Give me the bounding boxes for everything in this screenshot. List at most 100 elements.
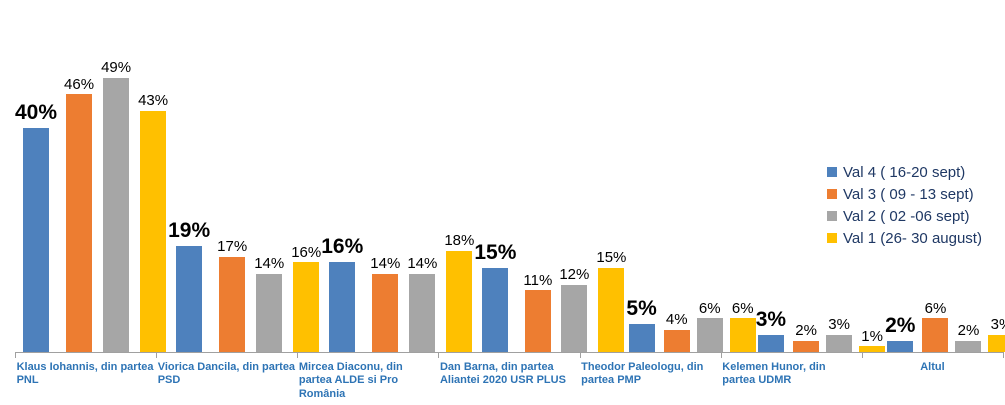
value-label: 12% <box>559 266 590 284</box>
x-axis-tick <box>156 352 158 358</box>
bar-column: 1% <box>859 328 886 352</box>
bar <box>524 290 551 352</box>
legend-label: Val 1 (26- 30 august) <box>843 229 982 247</box>
category-cell: Klaus Iohannis, din partea PNL <box>15 361 156 401</box>
bar-column: 17% <box>217 239 247 352</box>
value-label: 3% <box>755 308 787 332</box>
bar-column: 16% <box>321 236 363 352</box>
bar-column: 2% <box>955 322 982 352</box>
value-label: 17% <box>217 238 248 256</box>
x-axis-line <box>15 352 1004 353</box>
category-cell: Mircea Diaconu, din partea ALDE si Pro R… <box>297 361 438 401</box>
legend-swatch-icon <box>827 211 837 221</box>
value-label: 16% <box>291 243 322 261</box>
legend-label: Val 2 ( 02 -06 sept) <box>843 207 970 225</box>
value-label: 4% <box>665 310 688 328</box>
x-axis-tick <box>297 352 299 358</box>
bar <box>859 346 886 352</box>
category-axis-labels: Klaus Iohannis, din partea PNL Viorica Da… <box>15 361 1003 401</box>
value-label: 2% <box>957 322 980 340</box>
x-axis-tick <box>579 352 581 358</box>
bar <box>887 340 914 352</box>
value-label: 5% <box>626 296 657 320</box>
category-cell: Theodor Paleologu, din partea PMP <box>580 361 721 401</box>
bar <box>66 94 93 352</box>
value-label: 11% <box>523 271 553 289</box>
bar <box>793 340 820 352</box>
bar-column: 2% <box>793 322 820 352</box>
category-label: Dan Barna, din partea Aliantei 2020 USR … <box>439 361 566 387</box>
bar-column: 46% <box>64 75 95 352</box>
legend-label: Val 3 ( 09 - 13 sept) <box>843 185 974 203</box>
bar-column: 49% <box>101 60 131 352</box>
bar <box>23 128 50 352</box>
category-group: 5% 4% 6% 6% <box>626 0 756 352</box>
bar-column: 6% <box>922 299 949 352</box>
bar-column: 11% <box>523 271 553 352</box>
bar-column: 43% <box>138 93 168 352</box>
bar <box>826 335 853 352</box>
bar <box>482 268 509 352</box>
bar <box>372 273 399 352</box>
value-label: 6% <box>924 299 947 317</box>
value-label: 46% <box>64 75 95 93</box>
bar <box>757 335 784 352</box>
bar <box>103 77 130 352</box>
category-group: 3% 2% 3% 1% <box>756 0 886 352</box>
bar-column: 15% <box>596 250 626 352</box>
bar <box>293 262 320 352</box>
legend: Val 4 ( 16-20 sept) Val 3 ( 09 - 13 sept)… <box>827 163 982 247</box>
bar <box>140 111 167 352</box>
bar-column: 14% <box>407 256 437 352</box>
value-label: 2% <box>885 313 916 337</box>
bar-column: 40% <box>15 101 57 352</box>
bar <box>955 340 982 352</box>
bar-column: 14% <box>370 256 400 352</box>
category-cell: Dan Barna, din partea Aliantei 2020 USR … <box>438 361 579 401</box>
legend-item: Val 3 ( 09 - 13 sept) <box>827 185 982 203</box>
x-axis-tick <box>720 352 722 358</box>
bar <box>446 251 473 352</box>
bar-column: 2% <box>885 313 916 352</box>
category-label: Theodor Paleologu, din partea PMP <box>581 361 704 387</box>
x-axis-tick <box>1003 352 1004 358</box>
category-label: Klaus Iohannis, din partea PNL <box>16 361 154 387</box>
bar-column: 3% <box>756 309 786 352</box>
bar-column: 12% <box>559 267 589 352</box>
plot-area: 40% 46% 49% 43% 19% 17% 14% 16% 16% 14% 14% 18% 15% 1… <box>15 0 1005 352</box>
category-group: 16% 14% 14% 18% <box>321 0 474 352</box>
value-label: 15% <box>474 240 517 264</box>
category-cell: Kelemen Hunor, din partea UDMR <box>721 361 862 401</box>
value-label: 49% <box>101 58 132 76</box>
bar-column: 15% <box>474 240 517 352</box>
bar <box>696 318 723 352</box>
legend-label: Val 4 ( 16-20 sept) <box>843 163 966 181</box>
bar-column: 14% <box>254 256 284 352</box>
category-group: 15% 11% 12% 15% <box>474 0 626 352</box>
bar-column: 5% <box>626 296 657 352</box>
value-label: 3% <box>990 316 1005 334</box>
bar <box>219 256 246 352</box>
bar <box>561 284 588 352</box>
bar <box>176 245 203 352</box>
x-axis-tick <box>15 352 16 358</box>
value-label: 15% <box>596 249 627 267</box>
category-cell: Altul <box>862 361 1003 401</box>
bar-column: 6% <box>729 300 756 352</box>
value-label: 14% <box>254 254 285 272</box>
category-label: Kelemen Hunor, din partea UDMR <box>722 361 826 387</box>
value-label: 3% <box>828 316 850 334</box>
x-axis-tick <box>438 352 440 358</box>
category-label: Mircea Diaconu, din partea ALDE si Pro R… <box>298 361 403 400</box>
bar <box>256 273 283 352</box>
bar <box>329 262 356 352</box>
legend-swatch-icon <box>827 167 837 177</box>
value-label: 14% <box>407 254 438 272</box>
bar-column: 16% <box>291 243 322 352</box>
legend-item: Val 4 ( 16-20 sept) <box>827 163 982 181</box>
bar <box>729 318 756 352</box>
value-label: 43% <box>138 92 169 110</box>
legend-swatch-icon <box>827 189 837 199</box>
bar-column: 3% <box>826 316 853 352</box>
value-label: 2% <box>795 322 817 340</box>
